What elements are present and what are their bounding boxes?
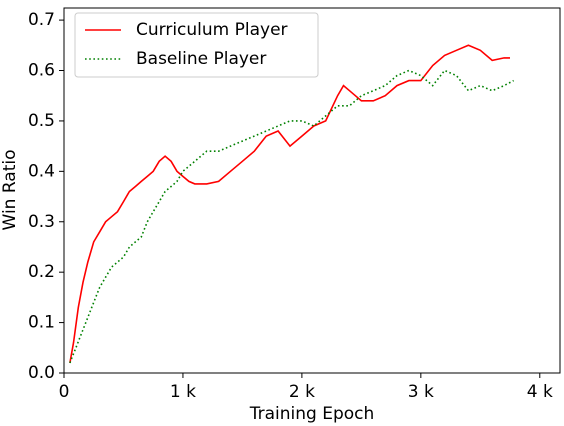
x-tick-label: 3 k [408, 382, 434, 402]
y-axis-label: Win Ratio [0, 150, 20, 231]
legend-label: Baseline Player [136, 49, 266, 69]
y-tick-label: 0.0 [28, 363, 55, 383]
series-line [69, 69, 514, 364]
y-tick-label: 0.5 [28, 111, 55, 131]
x-axis-label: Training Epoch [249, 404, 375, 424]
y-tick-label: 0.7 [28, 10, 55, 30]
y-tick-label: 0.6 [28, 61, 55, 81]
y-tick-label: 0.3 [28, 212, 55, 232]
plot-frame [63, 7, 561, 374]
y-tick-label: 0.1 [28, 313, 55, 333]
y-tick-label: 0.2 [28, 262, 55, 282]
legend-label: Curriculum Player [136, 20, 288, 40]
x-tick-label: 4 k [527, 382, 553, 402]
x-tick-label: 2 k [289, 382, 315, 402]
x-tick-label: 1 k [170, 382, 196, 402]
legend-box [74, 12, 319, 78]
x-tick-label: 0 [59, 382, 70, 402]
series-line [69, 44, 510, 364]
y-tick-label: 0.4 [28, 161, 55, 181]
